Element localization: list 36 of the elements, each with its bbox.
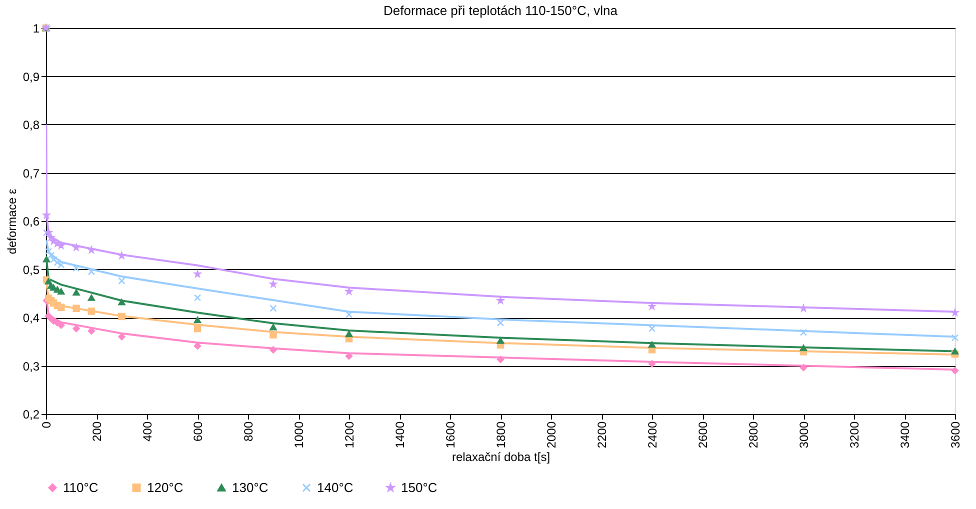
y-tick-label: 0,8 — [22, 118, 40, 132]
x-tick-label: 2000 — [544, 421, 558, 448]
x-tick-label: 1000 — [292, 421, 306, 448]
legend-label: 150°C — [401, 480, 438, 495]
y-tick-label: 0,2 — [22, 408, 40, 422]
legend-label: 110°C — [63, 480, 98, 495]
y-axis-title: deformace ε — [4, 188, 19, 254]
x-tick-label: 200 — [90, 421, 104, 442]
y-tick-label: 1 — [32, 22, 40, 36]
x-tick-label: 2200 — [595, 421, 609, 448]
y-tick-label: 0,4 — [22, 311, 40, 325]
x-tick-label: 3600 — [948, 421, 962, 448]
x-tick-label: 1200 — [342, 421, 356, 448]
y-tick-label: 0,3 — [22, 359, 40, 374]
x-tick-label: 3000 — [797, 421, 811, 448]
legend-label: 130°C — [232, 480, 268, 495]
x-tick-label: 800 — [242, 421, 256, 442]
x-tick-label: 0 — [40, 421, 54, 428]
y-tick-label: 0,6 — [22, 214, 40, 228]
x-axis-title: relaxační doba t[s] — [452, 450, 550, 464]
y-tick-label: 0,9 — [22, 70, 40, 84]
x-tick-label: 2400 — [646, 421, 660, 448]
x-tick-label: 600 — [191, 421, 205, 442]
x-tick-label: 2600 — [696, 421, 710, 448]
legend-label: 120°C — [147, 480, 184, 495]
x-tick-label: 400 — [140, 421, 154, 442]
x-tick-label: 1400 — [393, 421, 407, 448]
x-tick-label: 2800 — [746, 421, 760, 448]
y-tick-label: 0,7 — [22, 166, 40, 180]
y-tick-label: 0,5 — [22, 262, 40, 277]
x-tick-label: 3400 — [898, 421, 912, 448]
x-tick-label: 3200 — [848, 421, 862, 448]
chart-title: Deformace při teplotách 110-150°C, vlna — [383, 3, 618, 18]
x-tick-label: 1800 — [494, 421, 508, 448]
x-tick-label: 1600 — [444, 421, 458, 448]
legend-label: 140°C — [317, 480, 354, 495]
